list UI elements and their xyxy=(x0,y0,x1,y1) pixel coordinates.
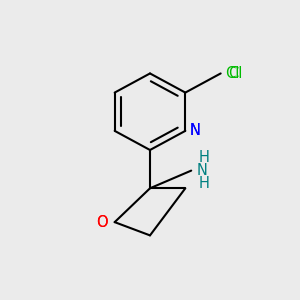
Text: N: N xyxy=(190,123,201,138)
Text: Cl: Cl xyxy=(225,66,239,81)
Text: N: N xyxy=(190,123,203,138)
Text: N: N xyxy=(196,163,207,178)
Text: H: H xyxy=(199,176,209,191)
Text: Cl: Cl xyxy=(228,66,242,81)
Text: Cl: Cl xyxy=(225,66,242,81)
Text: O: O xyxy=(96,214,107,230)
Text: O: O xyxy=(96,214,107,230)
Text: H: H xyxy=(199,150,209,165)
Text: N: N xyxy=(190,123,201,138)
Text: O: O xyxy=(94,214,107,230)
